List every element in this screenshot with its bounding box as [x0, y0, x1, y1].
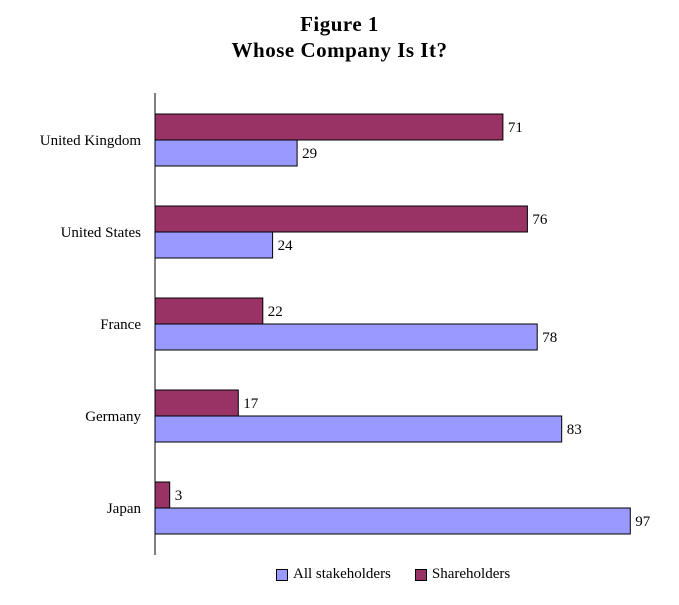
bar-germany-all-stakeholders	[154, 415, 563, 443]
category-label-united-kingdom: United Kingdom	[40, 133, 142, 149]
legend-swatch-shareholders	[414, 568, 427, 581]
bar-japan-all-stakeholders	[154, 507, 631, 535]
bar-japan-shareholders	[154, 481, 171, 509]
data-label-germany-all-stakeholders: 83	[567, 422, 582, 438]
data-label-united-states-all-stakeholders: 24	[278, 238, 294, 254]
data-label-united-kingdom-shareholders: 71	[508, 120, 523, 136]
data-label-france-shareholders: 22	[268, 304, 283, 320]
bar-france-all-stakeholders	[154, 323, 538, 351]
data-label-japan-all-stakeholders: 97	[635, 514, 651, 530]
category-label-germany: Germany	[85, 409, 141, 425]
legend-entry-all-stakeholders: All stakeholders	[276, 566, 391, 583]
bar-united-states-all-stakeholders	[154, 231, 274, 259]
data-label-japan-shareholders: 3	[175, 488, 183, 504]
bar-chart: 71 29 United Kingdom 76 24 United States 22 78 F…	[40, 93, 651, 555]
bar-france-shareholders	[154, 297, 264, 325]
legend-entry-shareholders: Shareholders	[414, 566, 511, 583]
data-label-germany-shareholders: 17	[243, 396, 258, 412]
chart-subtitle: Whose Company Is It?	[231, 38, 448, 62]
bar-united-kingdom-all-stakeholders	[154, 139, 298, 167]
legend-label-shareholders: Shareholders	[431, 566, 511, 582]
bar-united-states-shareholders	[154, 205, 528, 233]
data-label-france-all-stakeholders: 78	[542, 330, 557, 346]
legend-swatch-all-stakeholders	[276, 568, 288, 581]
category-label-japan: Japan	[107, 501, 142, 517]
chart-title: Figure 1	[300, 12, 379, 36]
category-label-united-states: United States	[61, 225, 142, 241]
data-label-united-kingdom-all-stakeholders: 29	[302, 146, 317, 162]
data-label-united-states-shareholders: 76	[532, 212, 548, 228]
legend: All stakeholders Shareholders	[276, 566, 534, 583]
legend-label-all-stakeholders: All stakeholders	[293, 566, 391, 582]
bar-united-kingdom-shareholders	[154, 113, 504, 141]
category-label-france: France	[100, 317, 141, 333]
bar-germany-shareholders	[154, 389, 239, 417]
